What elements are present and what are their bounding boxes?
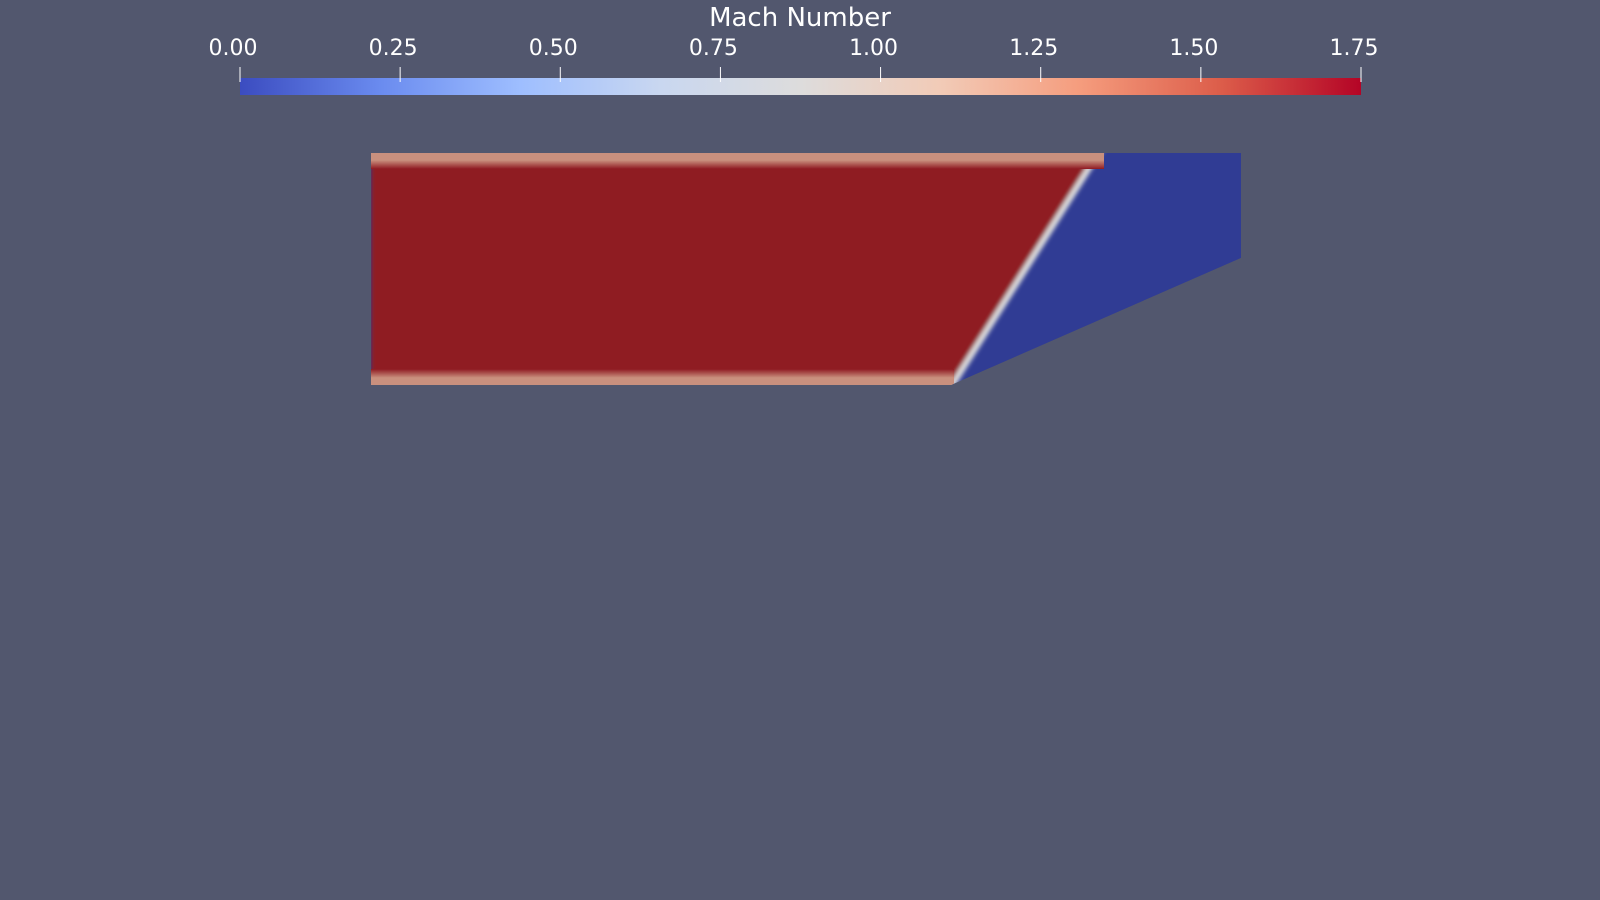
lower-wall-boundary-layer xyxy=(371,369,954,385)
supersonic-region xyxy=(371,153,1097,385)
colorbar-tick-label: 0.50 xyxy=(528,36,578,61)
colorbar-tick-label: 1.00 xyxy=(849,36,899,61)
colorbar-ticks xyxy=(239,67,1362,82)
colorbar-tick-label: 1.50 xyxy=(1169,36,1219,61)
upper-wall-boundary-layer xyxy=(371,153,1104,169)
colorbar-tick-label: 0.00 xyxy=(208,36,258,61)
colorbar-tick-label: 1.25 xyxy=(1009,36,1059,61)
colorbar-tick-label: 0.75 xyxy=(688,36,738,61)
colorbar-title: Mach Number xyxy=(709,3,891,33)
colorbar-tick-label: 0.25 xyxy=(368,36,418,61)
colorbar-tick-label: 1.75 xyxy=(1329,36,1379,61)
flow-domain xyxy=(371,153,1241,385)
colorbar xyxy=(240,78,1361,95)
